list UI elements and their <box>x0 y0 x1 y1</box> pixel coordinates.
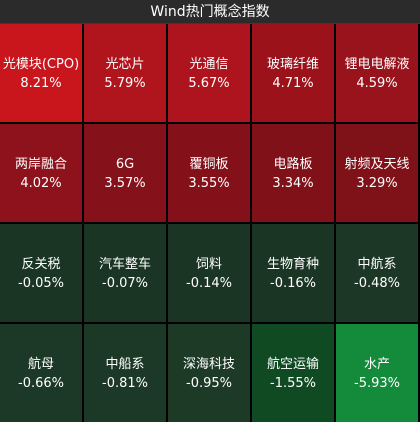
concept-tile[interactable]: 6G 3.57% <box>84 124 166 222</box>
concept-name: 饲料 <box>195 257 222 272</box>
concept-tile[interactable]: 航母 -0.66% <box>0 324 82 422</box>
concept-name: 航空运输 <box>266 357 319 372</box>
concept-change: -0.14% <box>186 276 232 291</box>
concept-tile[interactable]: 汽车整车 -0.07% <box>84 224 166 322</box>
concept-tile[interactable]: 光芯片 5.79% <box>84 24 166 122</box>
concept-change: 4.71% <box>272 76 314 91</box>
concept-name: 汽车整车 <box>98 257 151 272</box>
concept-name: 中航系 <box>357 257 397 272</box>
concept-name: 两岸融合 <box>14 157 67 172</box>
concept-name: 水产 <box>363 357 390 372</box>
concept-change: 5.67% <box>188 76 230 91</box>
concept-tile[interactable]: 电路板 3.34% <box>252 124 334 222</box>
concept-change: -5.93% <box>354 376 400 391</box>
concept-change: 4.02% <box>20 176 62 191</box>
concept-tile[interactable]: 饲料 -0.14% <box>168 224 250 322</box>
concept-name: 光通信 <box>189 57 229 72</box>
concept-change: 3.55% <box>188 176 230 191</box>
concept-change: -0.48% <box>354 276 400 291</box>
concept-tile[interactable]: 中航系 -0.48% <box>336 224 418 322</box>
concept-tile[interactable]: 航空运输 -1.55% <box>252 324 334 422</box>
concept-change: 3.57% <box>104 176 146 191</box>
concept-tile[interactable]: 光模块(CPO) 8.21% <box>0 24 82 122</box>
concept-name: 玻璃纤维 <box>266 57 319 72</box>
concept-name: 覆铜板 <box>189 157 229 172</box>
concept-tile[interactable]: 玻璃纤维 4.71% <box>252 24 334 122</box>
concept-tile[interactable]: 射频及天线 3.29% <box>336 124 418 222</box>
concept-name: 深海科技 <box>182 357 235 372</box>
concept-change: -0.05% <box>18 276 64 291</box>
concept-name: 中船系 <box>105 357 145 372</box>
concept-tile[interactable]: 生物育种 -0.16% <box>252 224 334 322</box>
concept-name: 光芯片 <box>105 57 145 72</box>
concept-name: 生物育种 <box>266 257 319 272</box>
concept-change: 3.29% <box>356 176 398 191</box>
concept-change: 8.21% <box>20 76 62 91</box>
concept-change: -0.66% <box>18 376 64 391</box>
concept-tile[interactable]: 两岸融合 4.02% <box>0 124 82 222</box>
concept-tile[interactable]: 覆铜板 3.55% <box>168 124 250 222</box>
concept-change: -1.55% <box>270 376 316 391</box>
concept-tile[interactable]: 光通信 5.67% <box>168 24 250 122</box>
concept-tile[interactable]: 深海科技 -0.95% <box>168 324 250 422</box>
concept-tile[interactable]: 反关税 -0.05% <box>0 224 82 322</box>
concept-tile[interactable]: 锂电电解液 4.59% <box>336 24 418 122</box>
concept-name: 射频及天线 <box>344 157 410 172</box>
concept-change: -0.95% <box>186 376 232 391</box>
heatmap-title: Wind热门概念指数 <box>0 0 420 24</box>
concept-change: -0.16% <box>270 276 316 291</box>
concept-name: 电路板 <box>273 157 313 172</box>
concept-tile[interactable]: 水产 -5.93% <box>336 324 418 422</box>
concept-change: 4.59% <box>356 76 398 91</box>
concept-name: 锂电电解液 <box>344 57 410 72</box>
concept-name: 6G <box>115 157 135 172</box>
concept-name: 航母 <box>27 357 54 372</box>
concept-name: 反关税 <box>21 257 61 272</box>
concept-change: -0.07% <box>102 276 148 291</box>
concept-change: -0.81% <box>102 376 148 391</box>
concept-name: 光模块(CPO) <box>2 57 80 72</box>
concept-change: 5.79% <box>104 76 146 91</box>
concept-change: 3.34% <box>272 176 314 191</box>
concept-tile[interactable]: 中船系 -0.81% <box>84 324 166 422</box>
heatmap-grid: 光模块(CPO) 8.21% 光芯片 5.79% 光通信 5.67% 玻璃纤维 4.71% 锂电… <box>0 24 420 422</box>
